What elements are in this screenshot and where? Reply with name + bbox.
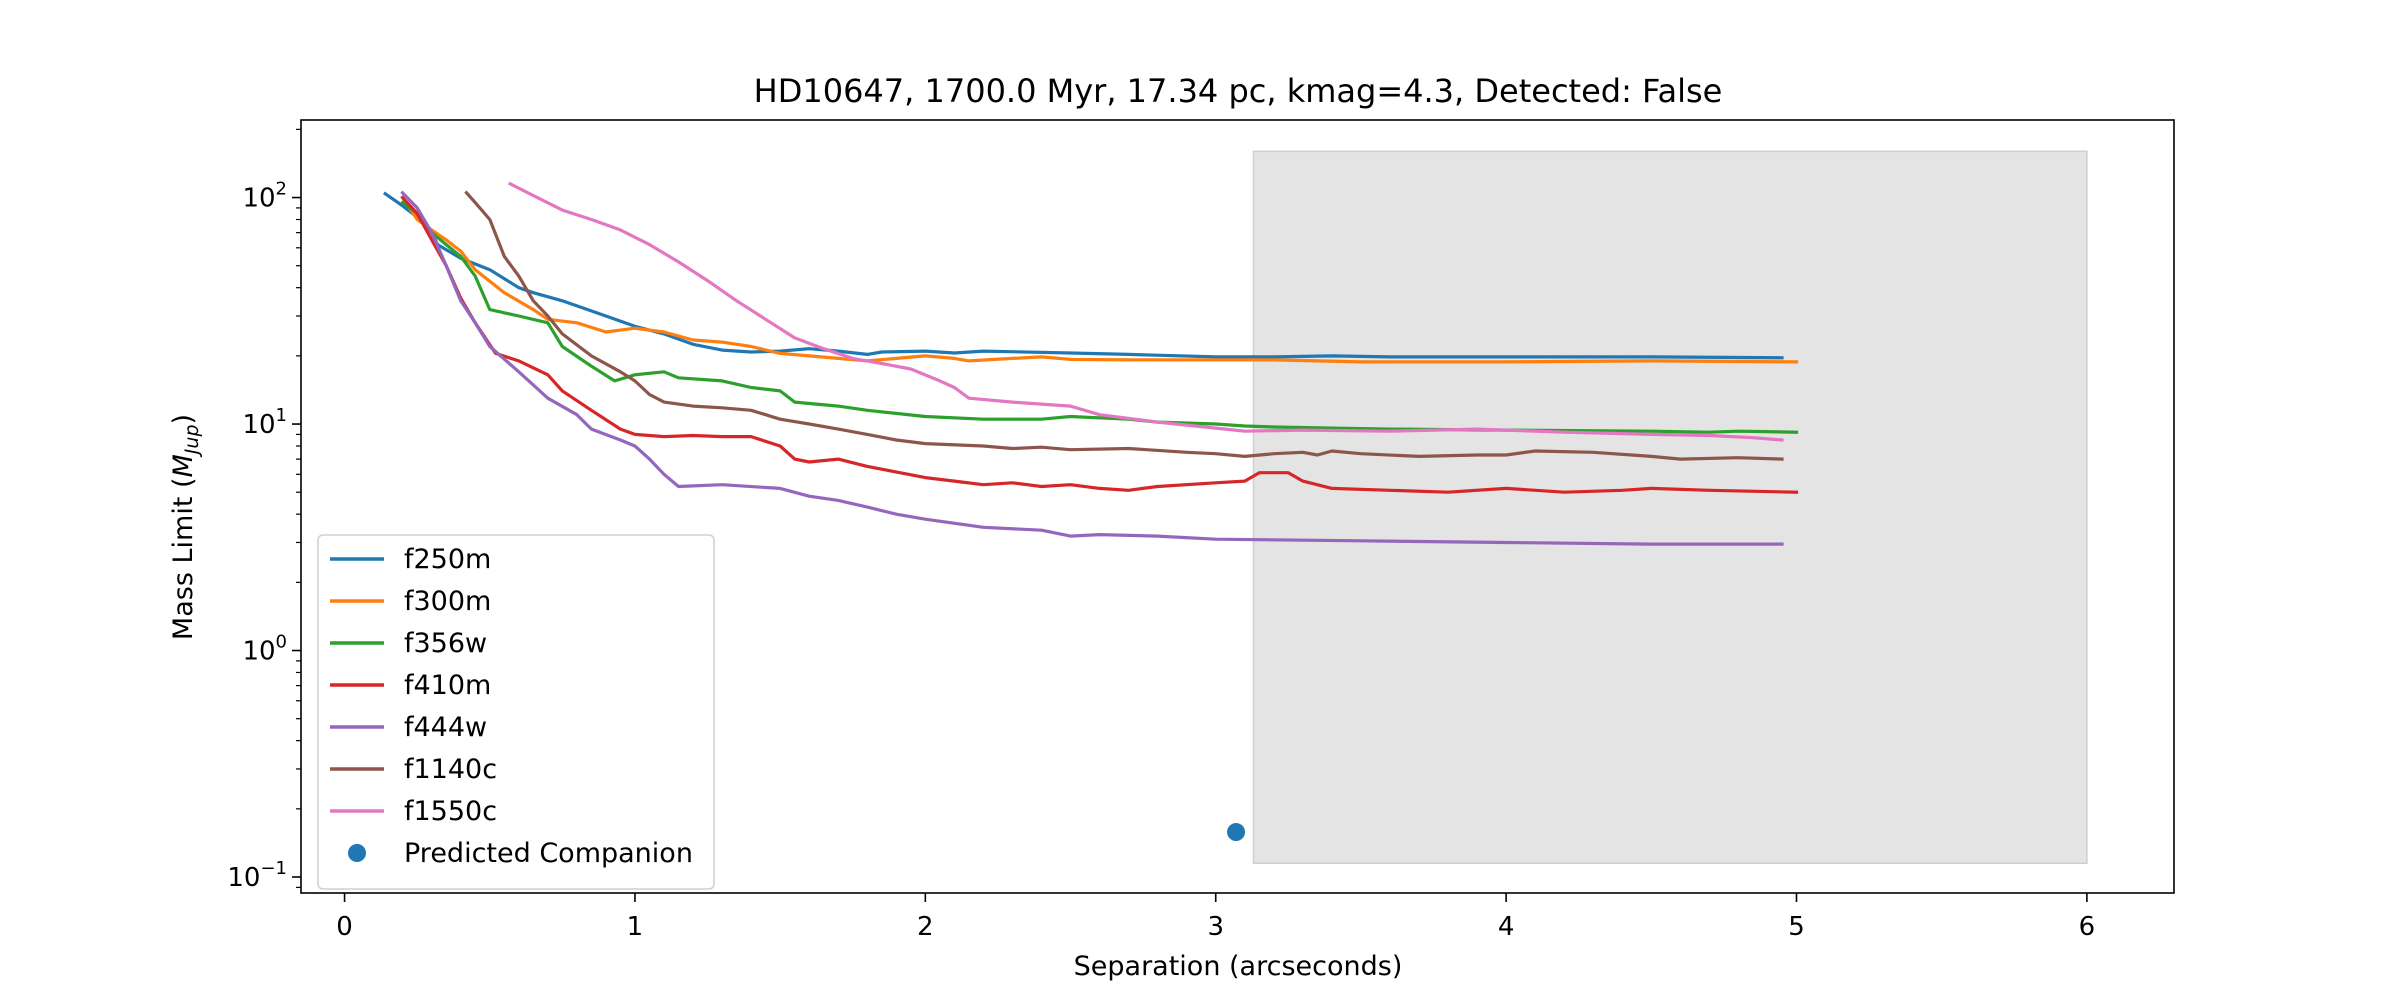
chart-title: HD10647, 1700.0 Myr, 17.34 pc, kmag=4.3,… <box>754 72 1723 110</box>
legend: f250m f300m f356w f410m f444w f1140c f1550c Pre… <box>317 534 715 890</box>
legend-label: f1140c <box>404 754 497 785</box>
legend-label: f300m <box>404 586 491 617</box>
legend-box <box>317 534 715 890</box>
series-line-f410m <box>400 195 1799 494</box>
legend-swatch-predicted-companion <box>348 844 366 862</box>
legend-label: f410m <box>404 670 491 701</box>
axes: 0 1 2 3 4 5 6 10−1 100 101 102 <box>227 119 2175 942</box>
y-tick-label: 100 <box>242 632 287 667</box>
series-line-f444w <box>400 190 1784 546</box>
plot-area <box>382 150 2088 865</box>
y-tick-label: 10−1 <box>227 858 287 893</box>
y-tick-label: 101 <box>242 405 287 440</box>
series-line-f300m <box>400 195 1799 364</box>
legend-label: f1550c <box>404 796 497 827</box>
x-tick-label: 5 <box>1788 912 1805 942</box>
legend-label: Predicted Companion <box>404 838 693 869</box>
legend-label: f250m <box>404 544 491 575</box>
shaded-region <box>1252 150 2088 865</box>
plot-frame <box>300 119 2175 894</box>
predicted-companion-point <box>1227 823 1246 842</box>
y-axis-label: Mass Limit (MJup) <box>168 414 203 640</box>
x-tick-label: 0 <box>336 912 353 942</box>
y-tick-label: 102 <box>242 179 287 214</box>
legend-label: f356w <box>404 628 487 659</box>
x-tick-label: 1 <box>627 912 644 942</box>
x-tick-label: 2 <box>917 912 934 942</box>
legend-label: f444w <box>404 712 487 743</box>
x-tick-label: 3 <box>1207 912 1224 942</box>
x-tick-label: 6 <box>2079 912 2096 942</box>
series-line-f356w <box>400 200 1799 434</box>
x-axis-label: Separation (arcseconds) <box>1074 951 1403 982</box>
x-tick-label: 4 <box>1498 912 1515 942</box>
series-line-f1140c <box>464 190 1784 461</box>
series-line-f1550c <box>507 181 1784 442</box>
